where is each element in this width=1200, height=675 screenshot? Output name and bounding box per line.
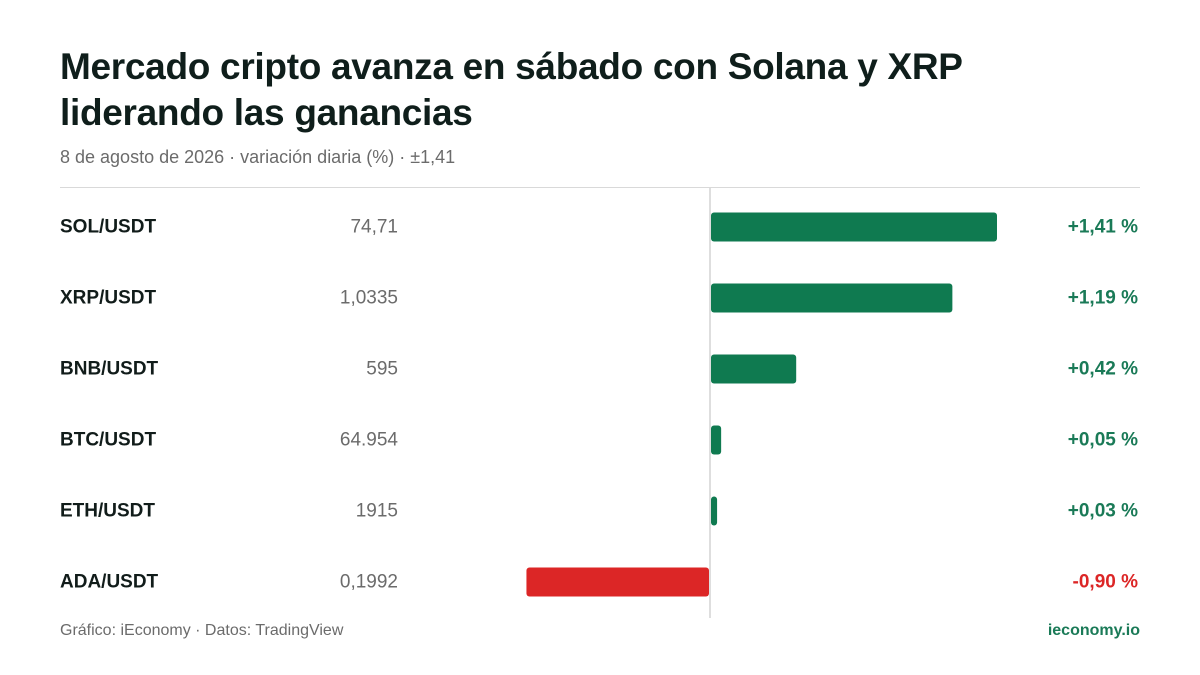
category-label: ETH/USDT <box>60 501 155 522</box>
value-label: +0,42 % <box>1068 359 1138 380</box>
brand-link[interactable]: ieconomy.io <box>1047 622 1140 639</box>
category-label: SOL/USDT <box>60 217 156 238</box>
bar <box>711 283 953 313</box>
price-label: 595 <box>366 359 398 380</box>
value-label: +0,03 % <box>1068 501 1138 522</box>
chart-title: Mercado cripto avanza en sábado con Sola… <box>60 46 962 133</box>
bar <box>526 567 709 597</box>
header-divider <box>60 187 1140 188</box>
bar <box>711 496 718 526</box>
value-label: -0,90 % <box>1073 572 1139 593</box>
category-label: XRP/USDT <box>60 288 156 309</box>
category-label: BTC/USDT <box>60 430 156 451</box>
bar-chart: SOL/USDT 74,71 +1,41 % XRP/USDT 1,0335 +1,19 … <box>0 188 1200 618</box>
category-label: ADA/USDT <box>60 572 159 593</box>
value-label: +1,19 % <box>1068 288 1138 309</box>
bar-chart-svg: SOL/USDT 74,71 +1,41 % XRP/USDT 1,0335 +1,19 … <box>60 188 1139 618</box>
price-label: 0,1992 <box>340 572 398 593</box>
value-label: +0,05 % <box>1068 430 1138 451</box>
bar <box>711 425 722 455</box>
chart-subtitle: 8 de agosto de 2026 · variación diaria (… <box>60 147 456 167</box>
bar <box>711 354 797 384</box>
price-label: 1,0335 <box>340 288 398 309</box>
price-label: 1915 <box>356 501 398 522</box>
price-label: 74,71 <box>350 217 398 238</box>
source-credit: Gráfico: iEconomy · Datos: TradingView <box>60 622 344 639</box>
price-label: 64.954 <box>340 430 399 451</box>
category-label: BNB/USDT <box>60 359 159 380</box>
bar <box>711 212 997 242</box>
value-label: +1,41 % <box>1068 217 1138 238</box>
